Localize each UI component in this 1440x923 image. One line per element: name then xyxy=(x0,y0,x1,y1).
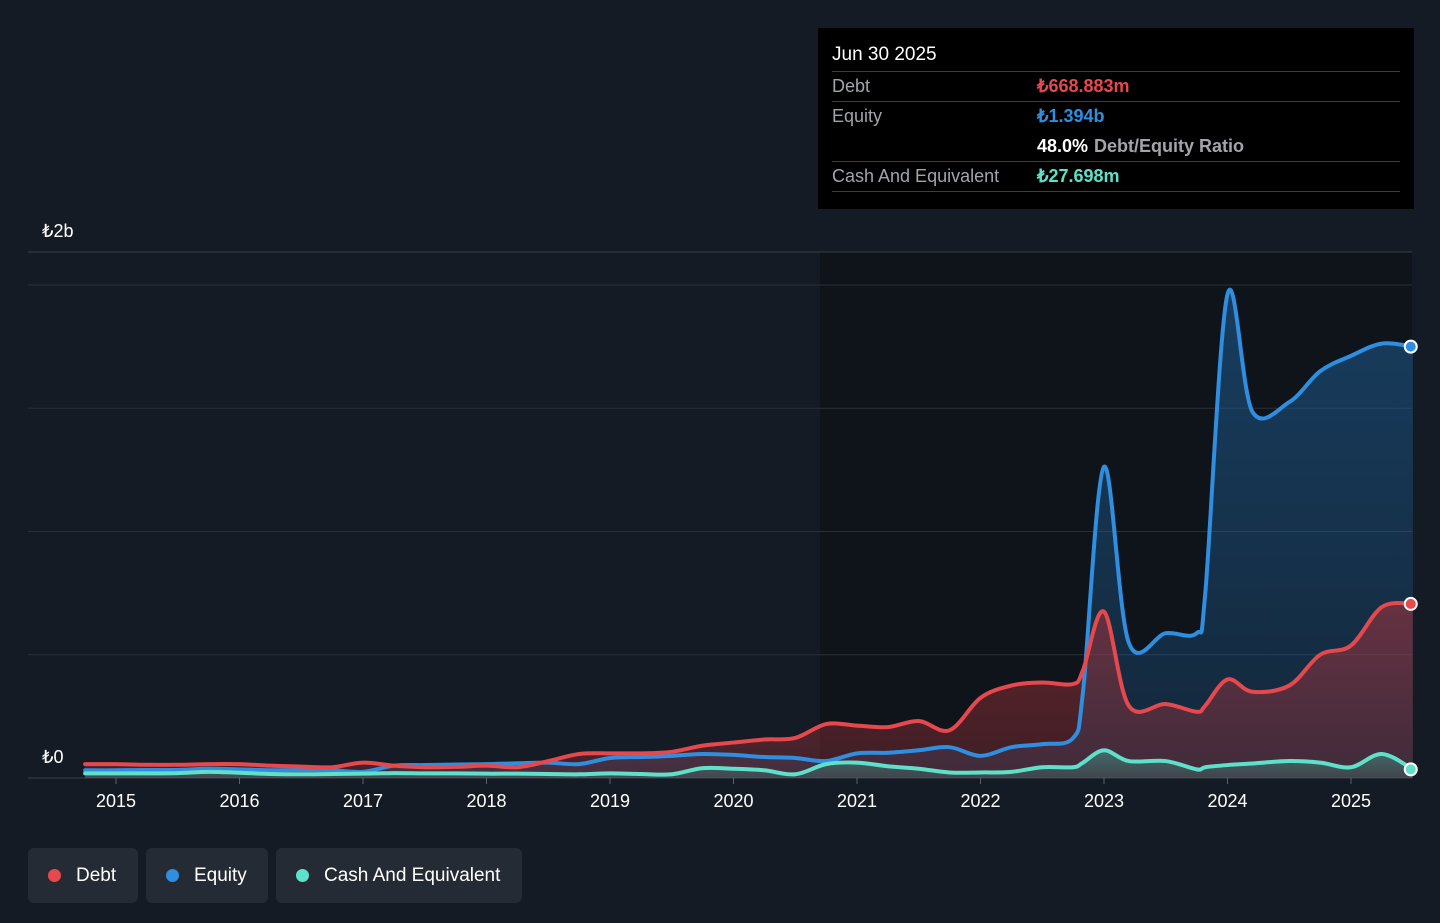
x-tick-label: 2025 xyxy=(1331,791,1371,811)
tooltip-debt-label: Debt xyxy=(832,76,871,96)
tooltip-date: Jun 30 2025 xyxy=(832,42,1400,72)
x-tick-label: 2018 xyxy=(466,791,506,811)
tooltip-ratio-row: 48.0% Debt/Equity Ratio xyxy=(832,132,1400,162)
tooltip-cash-row: Cash And Equivalent ₺27.698m xyxy=(832,162,1400,192)
legend-item-cash[interactable]: Cash And Equivalent xyxy=(276,848,522,903)
tooltip-panel: Jun 30 2025 Debt ₺668.883m Equity ₺1.394… xyxy=(818,28,1414,209)
tooltip-ratio-label: Debt/Equity Ratio xyxy=(1094,136,1245,156)
x-tick-label: 2017 xyxy=(343,791,383,811)
equity-endpoint xyxy=(1403,339,1418,354)
y-tick-label: ₺2b xyxy=(42,221,73,241)
cash-dot-icon xyxy=(296,869,309,882)
tooltip-equity-row: Equity ₺1.394b xyxy=(832,102,1400,132)
debt-endpoint xyxy=(1403,596,1418,611)
y-axis-labels: ₺0 ₺2b xyxy=(42,221,73,767)
x-tick-label: 2019 xyxy=(590,791,630,811)
x-tick-label: 2016 xyxy=(219,791,259,811)
debt-dot-icon xyxy=(48,869,61,882)
legend-item-equity[interactable]: Equity xyxy=(146,848,268,903)
x-tick-label: 2015 xyxy=(96,791,136,811)
tooltip-debt-value: ₺668.883m xyxy=(1037,76,1130,96)
tooltip-cash-label: Cash And Equivalent xyxy=(832,166,1000,186)
legend-item-debt[interactable]: Debt xyxy=(28,848,138,903)
x-tick-label: 2022 xyxy=(960,791,1000,811)
x-tick-label: 2021 xyxy=(837,791,877,811)
equity-line xyxy=(83,288,1415,775)
cash-and-equivalent-area xyxy=(85,750,1413,778)
tooltip-ratio-value: 48.0% xyxy=(1037,136,1089,156)
cash-and-equivalent-endpoint xyxy=(1403,762,1418,777)
cash-and-equivalent-line xyxy=(83,748,1415,777)
tooltip-cash-value: ₺27.698m xyxy=(1037,166,1120,186)
equity-dot-icon xyxy=(166,869,179,882)
x-tick-label: 2020 xyxy=(713,791,753,811)
y-tick-label: ₺0 xyxy=(42,747,63,767)
legend-label-equity: Equity xyxy=(194,864,247,886)
series-lines xyxy=(83,288,1415,777)
x-axis-labels: 2015 2016 2017 2018 2019 2020 2021 2022 2023 2024… xyxy=(96,778,1371,811)
tooltip-debt-row: Debt ₺668.883m xyxy=(832,72,1400,102)
series-endpoints xyxy=(1403,339,1418,777)
debt-area xyxy=(85,603,1413,778)
x-tick-label: 2023 xyxy=(1084,791,1124,811)
tooltip-equity-label: Equity xyxy=(832,106,883,126)
tooltip-equity-value: ₺1.394b xyxy=(1037,106,1105,126)
series-areas xyxy=(85,289,1413,778)
x-tick-label: 2024 xyxy=(1207,791,1247,811)
debt-line xyxy=(83,601,1415,770)
legend-label-cash: Cash And Equivalent xyxy=(324,864,501,886)
legend-label-debt: Debt xyxy=(76,864,117,886)
